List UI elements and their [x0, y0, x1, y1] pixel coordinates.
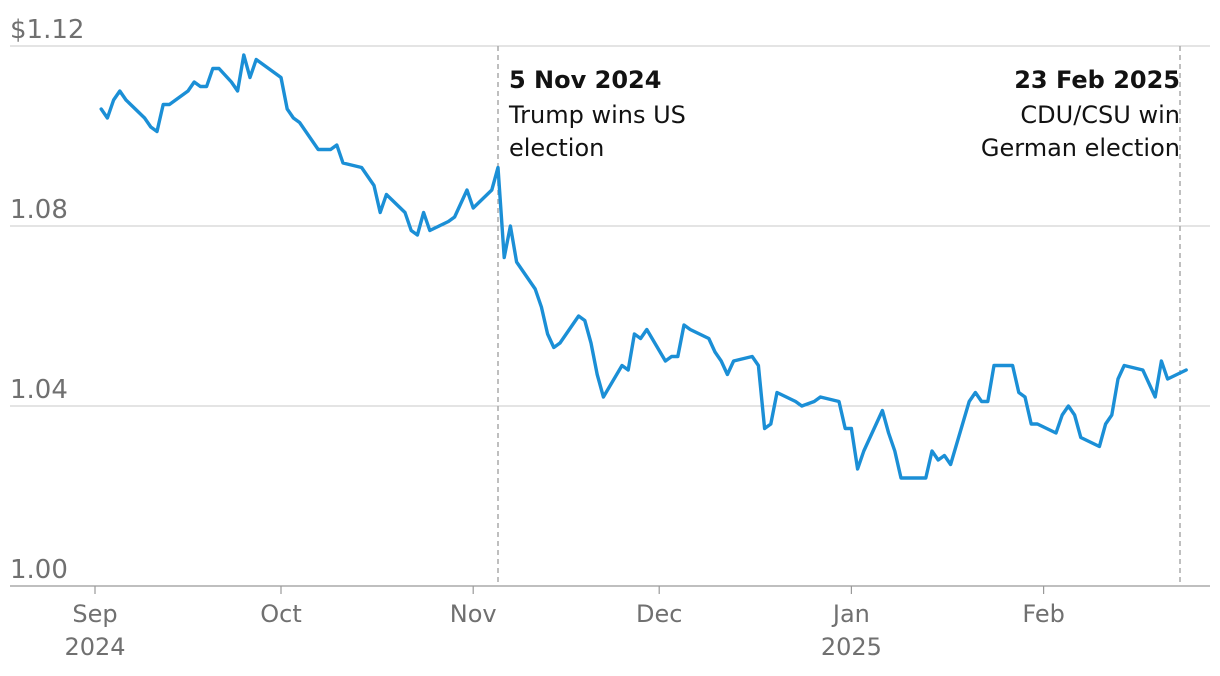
- x-tick-year-label: 2024: [64, 633, 125, 661]
- x-tick-label: Feb: [1022, 600, 1065, 628]
- y-tick-label: 1.04: [10, 375, 68, 405]
- x-tick-year-label: 2025: [821, 633, 882, 661]
- x-tick-label: Dec: [636, 600, 682, 628]
- y-tick-label: 1.08: [10, 195, 68, 225]
- annotation-text: German election: [981, 134, 1180, 162]
- annotations: 5 Nov 2024 Trump wins US election 23 Feb 20…: [497, 46, 1181, 586]
- annotation-date: 5 Nov 2024: [509, 66, 661, 94]
- gridlines: [10, 45, 1210, 407]
- annotation-text: election: [509, 134, 604, 162]
- y-tick-label: $1.12: [10, 15, 84, 45]
- annotation-text: CDU/CSU win: [1020, 101, 1180, 129]
- x-tick-label: Nov: [450, 600, 497, 628]
- annotation-text: Trump wins US: [508, 101, 686, 129]
- y-tick-label: 1.00: [10, 555, 68, 585]
- x-tick-label: Jan: [831, 600, 870, 628]
- x-tick-label: Oct: [260, 600, 302, 628]
- x-tick-label: Sep: [72, 600, 117, 628]
- annotation-date: 23 Feb 2025: [1014, 66, 1180, 94]
- series-layer: [99, 53, 1188, 480]
- exchange-rate-line: [99, 53, 1188, 480]
